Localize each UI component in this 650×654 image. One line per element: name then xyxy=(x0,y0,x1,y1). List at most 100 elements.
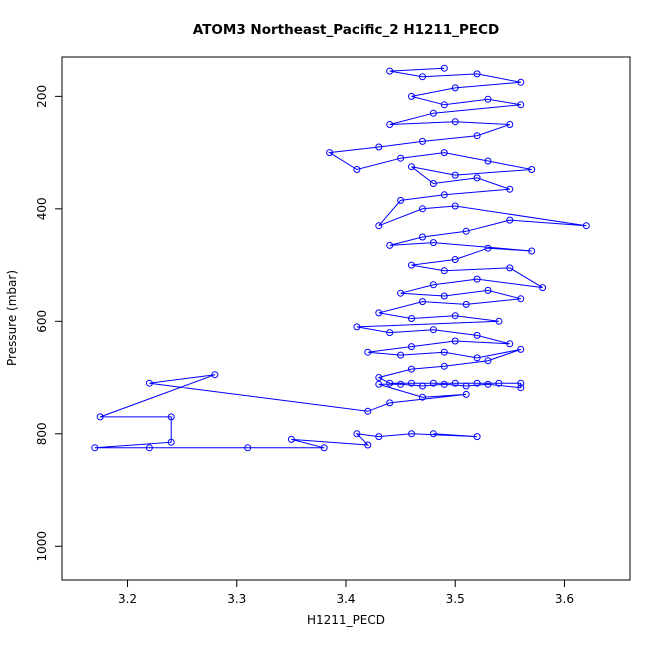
data-point-marker xyxy=(506,121,514,128)
data-point-marker xyxy=(462,390,470,398)
series-line xyxy=(94,67,587,449)
data-point-marker xyxy=(91,444,99,452)
data-point-marker xyxy=(440,380,448,388)
data-point-marker xyxy=(473,132,481,140)
data-point-marker xyxy=(429,326,437,334)
data-point-marker xyxy=(408,365,415,373)
data-point-marker xyxy=(539,284,547,292)
data-point-marker xyxy=(353,430,361,438)
data-point-marker xyxy=(506,264,514,272)
data-point-marker xyxy=(375,143,383,151)
data-point-marker xyxy=(440,292,448,300)
data-point-marker xyxy=(429,430,437,438)
data-point-marker xyxy=(386,379,394,387)
plot-box xyxy=(61,56,631,581)
data-point-marker xyxy=(375,433,383,441)
data-point-marker xyxy=(408,430,415,438)
data-point-marker xyxy=(386,121,394,128)
y-tick-label: 600 xyxy=(35,310,49,333)
data-point-marker xyxy=(397,380,405,388)
data-point-marker xyxy=(462,382,470,390)
data-point-marker xyxy=(364,407,372,415)
data-point-marker xyxy=(429,379,437,387)
data-point-marker xyxy=(397,289,405,297)
data-point-marker xyxy=(429,281,437,289)
data-point-marker xyxy=(473,331,481,339)
data-point-marker xyxy=(451,312,459,320)
data-point-marker xyxy=(429,109,437,117)
data-point-marker xyxy=(451,171,459,179)
data-point-marker xyxy=(517,384,525,392)
data-point-marker xyxy=(484,357,492,365)
data-point-marker xyxy=(419,233,426,241)
data-point-marker xyxy=(440,191,448,199)
data-point-marker xyxy=(326,149,334,157)
data-point-marker xyxy=(506,340,514,348)
data-point-marker xyxy=(429,180,437,187)
data-point-marker xyxy=(353,166,361,173)
data-point-marker xyxy=(375,222,383,230)
data-point-marker xyxy=(473,433,481,441)
data-point-marker xyxy=(440,267,448,275)
data-point-marker xyxy=(440,149,448,157)
data-point-marker xyxy=(440,362,448,370)
data-point-marker xyxy=(408,343,415,351)
data-point-marker xyxy=(429,239,437,247)
data-point-marker xyxy=(408,315,415,322)
y-tick-label: 400 xyxy=(35,197,49,220)
data-point-marker xyxy=(397,154,405,162)
axis-ticks: 3.2 3.3 3.4 3.5 3.6 200 400 600 800 1000 xyxy=(35,85,574,606)
data-point-marker xyxy=(287,435,295,443)
data-point-marker xyxy=(364,348,372,356)
data-point-marker xyxy=(386,67,394,75)
data-point-marker xyxy=(386,399,394,407)
data-point-marker xyxy=(451,118,459,126)
data-point-marker xyxy=(408,261,415,269)
data-point-marker xyxy=(375,309,383,317)
data-point-marker xyxy=(419,382,426,390)
data-point-marker xyxy=(506,216,514,224)
data-point-marker xyxy=(517,345,525,353)
x-tick-label: 3.4 xyxy=(336,592,355,606)
data-point-marker xyxy=(517,101,525,109)
y-tick-label: 200 xyxy=(35,85,49,108)
data-point-marker xyxy=(473,70,481,78)
data-point-marker xyxy=(353,323,361,331)
x-tick-label: 3.2 xyxy=(118,592,137,606)
data-point-marker xyxy=(582,222,590,230)
data-point-marker xyxy=(451,256,459,263)
data-point-marker xyxy=(397,196,405,204)
chart-title: ATOM3 Northeast_Pacific_2 H1211_PECD xyxy=(193,22,499,38)
x-tick-label: 3.6 xyxy=(555,592,574,606)
data-point-marker xyxy=(408,379,415,387)
data-point-marker xyxy=(419,298,426,306)
data-point-marker xyxy=(364,441,372,449)
data-point-marker xyxy=(506,185,514,193)
data-point-marker xyxy=(167,438,175,446)
y-axis-label: Pressure (mbar) xyxy=(5,270,19,366)
data-point-marker xyxy=(462,300,470,308)
y-tick-label: 1000 xyxy=(35,531,49,562)
data-point-marker xyxy=(473,174,481,182)
data-point-marker xyxy=(473,379,481,387)
data-point-marker xyxy=(528,247,536,255)
x-tick-label: 3.5 xyxy=(446,592,465,606)
data-point-marker xyxy=(211,371,219,379)
data-point-marker xyxy=(473,354,481,362)
data-point-marker xyxy=(167,413,175,421)
data-point-marker xyxy=(484,244,492,252)
data-point-marker xyxy=(386,329,394,337)
data-point-marker xyxy=(397,351,405,359)
data-point-marker xyxy=(386,241,394,249)
data-point-marker xyxy=(440,348,448,356)
data-point-marker xyxy=(484,286,492,294)
data-point-marker xyxy=(419,137,426,145)
data-series xyxy=(91,64,590,452)
y-tick-label: 800 xyxy=(35,422,49,445)
data-point-marker xyxy=(408,92,415,100)
data-point-marker xyxy=(419,73,426,81)
data-point-marker xyxy=(440,64,448,72)
data-point-marker xyxy=(517,78,525,86)
